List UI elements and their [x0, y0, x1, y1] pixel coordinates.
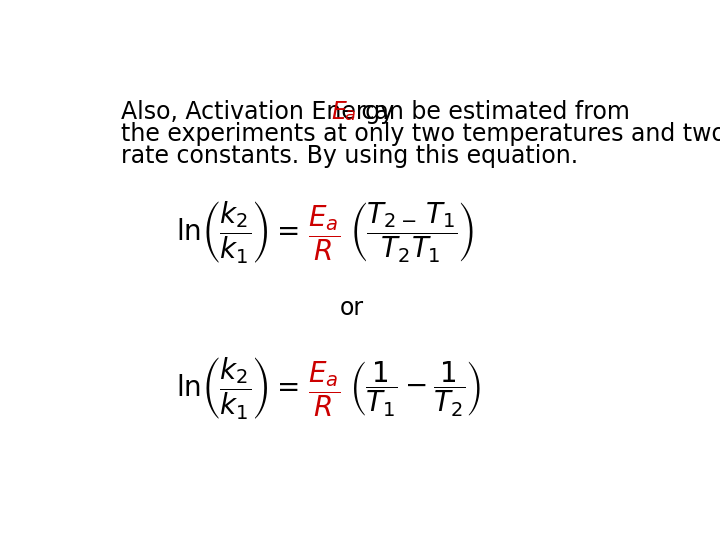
Text: $\ln\!\left(\dfrac{k_2}{k_1}\right) = $: $\ln\!\left(\dfrac{k_2}{k_1}\right) = $ [176, 200, 300, 266]
Text: $\mathit{E}$: $\mathit{E}$ [331, 100, 348, 124]
Text: rate constants. By using this equation.: rate constants. By using this equation. [121, 144, 578, 168]
Text: Also, Activation Energy: Also, Activation Energy [121, 100, 401, 124]
Text: $\left(\dfrac{1}{T_1} - \dfrac{1}{T_2}\right)$: $\left(\dfrac{1}{T_1} - \dfrac{1}{T_2}\r… [349, 360, 482, 419]
Text: $\ln\!\left(\dfrac{k_2}{k_1}\right) = $: $\ln\!\left(\dfrac{k_2}{k_1}\right) = $ [176, 356, 300, 422]
Text: $\dfrac{E_a}{R}$: $\dfrac{E_a}{R}$ [307, 360, 340, 419]
Text: or: or [340, 296, 364, 320]
Text: $\dfrac{E_a}{R}$: $\dfrac{E_a}{R}$ [307, 204, 340, 263]
Text: $\mathit{a}$: $\mathit{a}$ [344, 105, 356, 124]
Text: the experiments at only two temperatures and two: the experiments at only two temperatures… [121, 122, 720, 146]
Text: $\left(\dfrac{T_{2-}\, T_1}{T_2 T_1}\right)$: $\left(\dfrac{T_{2-}\, T_1}{T_2 T_1}\rig… [349, 201, 475, 265]
Text: can be estimated from: can be estimated from [354, 100, 631, 124]
